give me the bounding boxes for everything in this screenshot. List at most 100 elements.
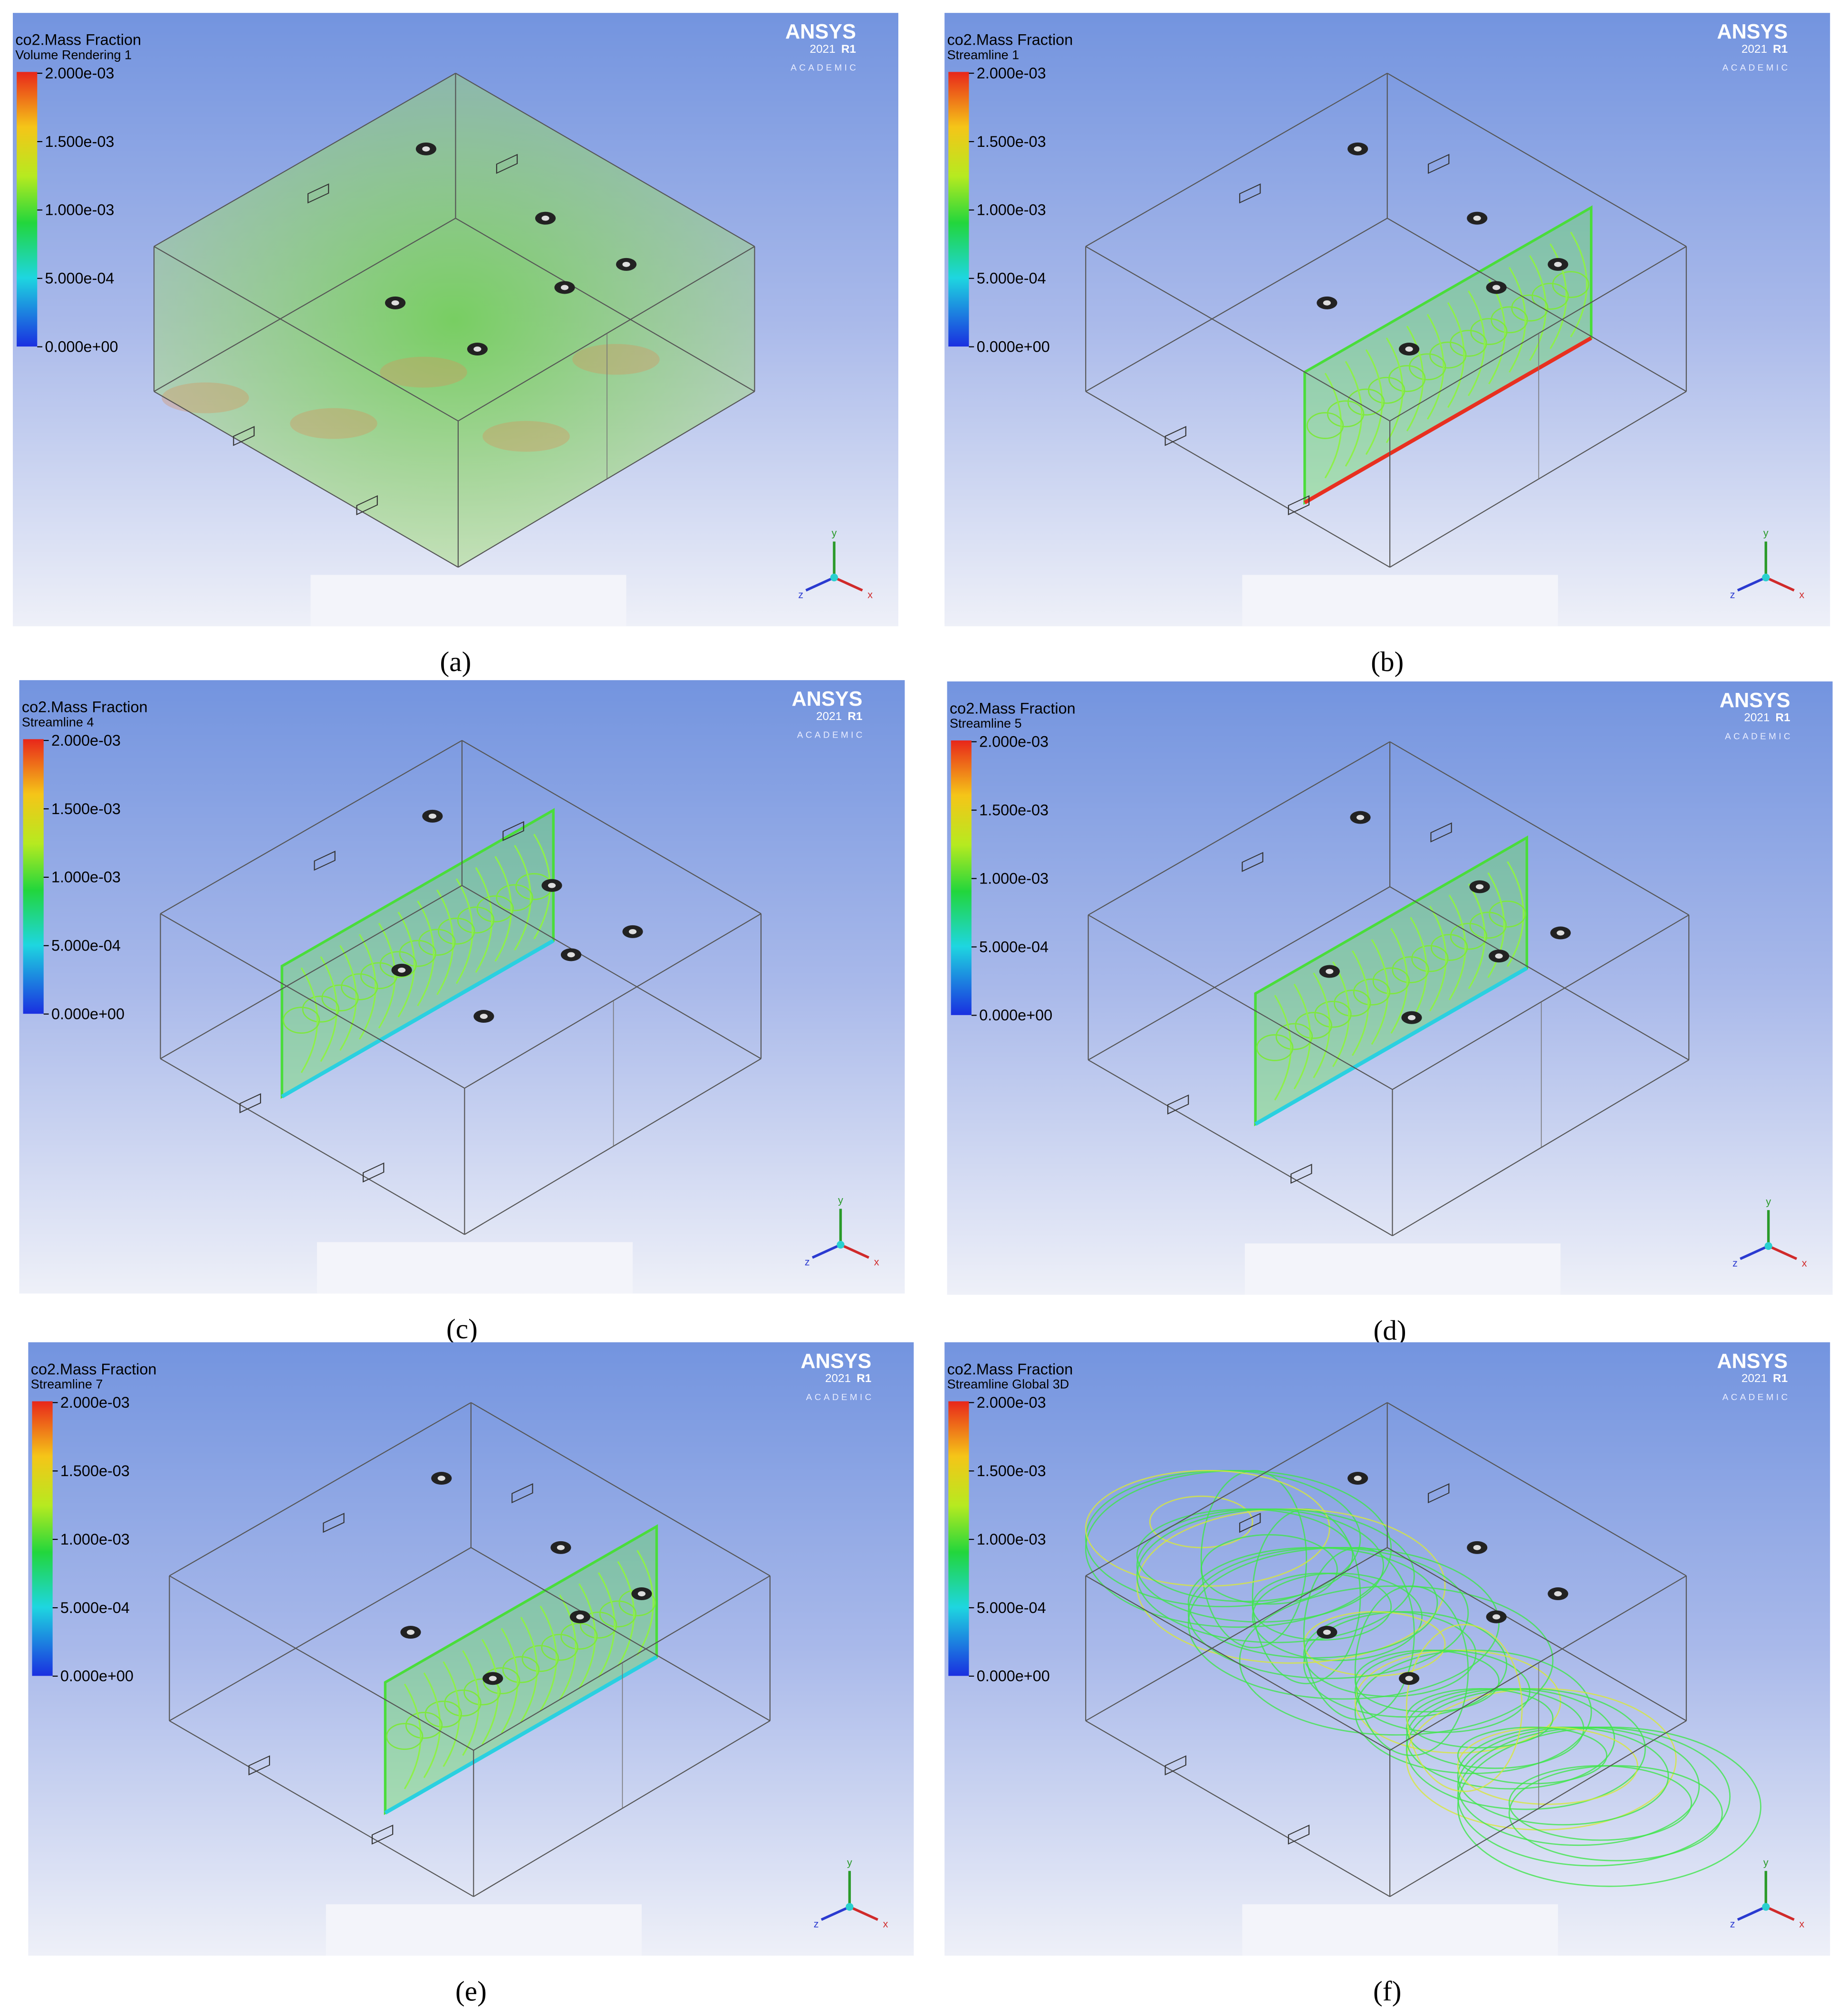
- streamline: [1293, 983, 1311, 1090]
- release: R1: [1773, 43, 1788, 56]
- streamline: [1447, 302, 1465, 408]
- legend-tick-label: 0.000e+00: [51, 1005, 125, 1022]
- fan-hub: [473, 346, 481, 352]
- vent: [356, 495, 378, 516]
- vortex: [1450, 330, 1487, 357]
- edition: ACADEMIC: [1723, 1392, 1790, 1402]
- vortex: [521, 1645, 559, 1672]
- axis-x: [1765, 576, 1795, 592]
- streamline: [1332, 961, 1350, 1067]
- panel-label: (b): [1371, 646, 1404, 677]
- streamline: [578, 1583, 596, 1689]
- fan-hub: [437, 1476, 445, 1481]
- box-edge: [1088, 886, 1390, 1061]
- vortex: [282, 1007, 320, 1034]
- fan-hub: [391, 300, 399, 306]
- axis-label: y: [847, 1856, 852, 1868]
- axis-label: z: [1730, 588, 1735, 600]
- streamline: [1239, 1585, 1554, 1736]
- fan-hub: [548, 883, 556, 888]
- streamline: [1570, 231, 1588, 337]
- axis-x: [849, 1905, 878, 1921]
- vent: [314, 850, 336, 871]
- axis-label: z: [805, 1256, 810, 1267]
- vortex: [321, 984, 359, 1012]
- vortex: [1372, 967, 1410, 995]
- axis-label: y: [1763, 527, 1769, 539]
- vortex: [1327, 400, 1365, 428]
- vortex: [541, 1633, 578, 1661]
- brand: ANSYS: [801, 1350, 872, 1373]
- footer-band: [326, 1904, 642, 1956]
- vent: [496, 154, 518, 174]
- fan-hub: [637, 1591, 646, 1596]
- box-edge: [455, 218, 755, 392]
- vortex: [1411, 945, 1449, 972]
- streamline: [1426, 314, 1444, 420]
- box-edge: [1085, 73, 1388, 247]
- fan-hub: [406, 1630, 415, 1635]
- vortex: [1256, 1034, 1294, 1061]
- legend-tick-label: 2.000e-03: [60, 1394, 130, 1411]
- vortex: [302, 995, 339, 1023]
- streamline: [455, 878, 473, 984]
- legend-tick-label: 2.000e-03: [51, 732, 121, 749]
- volume-render: [154, 73, 755, 567]
- fan-hub: [480, 1014, 488, 1019]
- fan-hub: [489, 1676, 497, 1681]
- box-edge: [473, 1720, 770, 1897]
- box-edge: [169, 1575, 474, 1751]
- legend-tick-label: 1.000e-03: [51, 869, 121, 886]
- legend-tick-label: 1.500e-03: [51, 800, 121, 817]
- legend-tick-label: 0.000e+00: [45, 338, 118, 355]
- colorbar: [23, 739, 44, 1014]
- panel-label: (f): [1373, 1975, 1401, 2006]
- streamline: [494, 856, 512, 962]
- vortex: [457, 906, 495, 934]
- fan-hub: [1405, 1676, 1413, 1681]
- version: 2021: [825, 1372, 851, 1385]
- axis-label: z: [1730, 1918, 1735, 1930]
- streamline: [397, 912, 415, 1018]
- box-edge: [1085, 1402, 1388, 1576]
- streamline: [1345, 361, 1363, 467]
- fan-hub: [1492, 1614, 1501, 1620]
- vortex: [1388, 365, 1426, 392]
- axis-z: [805, 576, 835, 592]
- streamline: [1303, 1611, 1508, 1718]
- box-edge: [471, 1547, 770, 1721]
- axis-label: x: [1799, 588, 1804, 600]
- brand: ANSYS: [1717, 20, 1788, 43]
- box-edge: [1085, 391, 1390, 568]
- vortex: [1275, 1023, 1313, 1050]
- streamline: [1487, 872, 1505, 978]
- legend-tick-label: 5.000e-04: [977, 1599, 1046, 1616]
- vortex: [1531, 283, 1569, 310]
- object-title: Streamline Global 3D: [947, 1377, 1069, 1392]
- legend-tick-label: 1.000e-03: [60, 1531, 130, 1548]
- vent: [239, 1093, 261, 1114]
- vent: [511, 1483, 533, 1504]
- edition: ACADEMIC: [1723, 63, 1790, 73]
- footer-band: [1242, 575, 1558, 626]
- vortex: [1450, 922, 1488, 950]
- vortex: [444, 1690, 481, 1717]
- vent: [233, 426, 255, 446]
- fan-hub: [1492, 285, 1501, 290]
- vent: [1239, 183, 1261, 204]
- vortex: [1295, 1012, 1332, 1039]
- colorbar: [17, 72, 38, 347]
- variable-title: co2.Mass Fraction: [31, 1361, 157, 1378]
- legend-tick-label: 1.000e-03: [45, 202, 115, 219]
- box-edge: [1392, 914, 1689, 1090]
- fan-hub: [422, 146, 430, 152]
- axis-z: [1737, 576, 1767, 592]
- streamline: [1509, 267, 1526, 373]
- vortex: [1552, 271, 1589, 298]
- object-title: Streamline 1: [947, 48, 1020, 62]
- legend-tick-label: 0.000e+00: [979, 1007, 1052, 1024]
- box-edge: [1088, 914, 1393, 1090]
- streamline: [443, 1661, 461, 1767]
- fan-hub: [629, 929, 637, 934]
